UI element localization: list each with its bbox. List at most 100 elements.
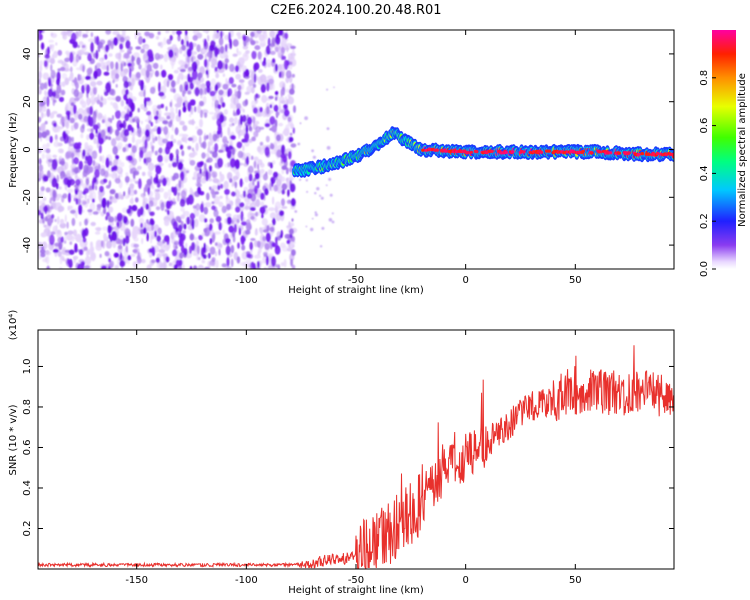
noise-speckle: [40, 186, 45, 192]
noise-speckle: [230, 135, 236, 140]
noise-speckle: [156, 253, 162, 259]
noise-speckle: [193, 265, 198, 269]
y-tick-label: 0.8: [22, 399, 33, 415]
noise-speckle: [225, 54, 229, 60]
noise-speckle: [164, 219, 170, 227]
x-tick-label: 0: [462, 275, 468, 286]
noise-speckle: [74, 243, 78, 253]
noise-speckle: [173, 172, 180, 180]
noise-speckle: [265, 255, 269, 266]
noise-speckle: [202, 254, 207, 259]
track-hotspot: [421, 148, 425, 152]
noise-speckle: [47, 46, 50, 55]
noise-speckle: [255, 93, 259, 99]
noise-speckle: [114, 104, 119, 112]
noise-speckle: [333, 86, 335, 89]
noise-speckle: [200, 142, 205, 148]
track-hotspot: [522, 150, 526, 154]
noise-speckle: [103, 71, 110, 76]
noise-speckle: [107, 96, 113, 101]
noise-speckle: [186, 48, 192, 58]
noise-speckle: [181, 182, 184, 188]
noise-speckle: [146, 232, 149, 242]
noise-speckle: [271, 242, 276, 248]
snr-x-label: Height of straight line (km): [288, 585, 424, 596]
noise-speckle: [125, 40, 131, 49]
noise-speckle: [257, 51, 262, 60]
noise-speckle: [115, 84, 118, 88]
noise-speckle: [119, 260, 126, 267]
noise-speckle: [141, 171, 146, 177]
noise-speckle: [79, 100, 83, 105]
noise-speckle: [285, 70, 292, 79]
noise-speckle: [174, 127, 179, 136]
noise-speckle: [73, 88, 80, 98]
colorbar-tick-label: 0.6: [699, 118, 710, 134]
noise-speckle: [157, 154, 163, 163]
noise-speckle: [267, 253, 274, 257]
noise-speckle: [38, 70, 42, 80]
noise-speckle: [107, 126, 111, 133]
noise-speckle: [276, 179, 282, 187]
noise-speckle: [123, 129, 130, 137]
noise-speckle: [218, 201, 224, 208]
noise-speckle: [201, 232, 205, 237]
noise-speckle: [89, 132, 95, 140]
noise-speckle: [75, 67, 83, 71]
noise-speckle: [270, 176, 276, 184]
noise-speckle: [217, 157, 223, 168]
noise-speckle: [297, 142, 301, 146]
x-tick-label: 0: [462, 575, 468, 586]
noise-speckle: [38, 90, 42, 95]
noise-speckle: [258, 68, 263, 73]
noise-speckle: [111, 174, 117, 179]
y-tick-label: 40: [22, 48, 33, 61]
noise-speckle: [167, 189, 172, 197]
noise-speckle: [191, 147, 194, 152]
noise-speckle: [111, 115, 115, 121]
noise-speckle: [221, 205, 227, 214]
noise-speckle: [214, 251, 218, 257]
noise-speckle: [273, 184, 278, 192]
noise-speckle: [195, 126, 199, 130]
noise-speckle: [149, 218, 154, 226]
noise-speckle: [64, 214, 67, 223]
noise-speckle: [280, 144, 286, 155]
noise-speckle: [191, 189, 194, 195]
noise-speckle: [179, 84, 183, 93]
noise-speckle: [282, 155, 288, 163]
noise-speckle: [151, 128, 158, 132]
noise-speckle: [265, 171, 268, 177]
noise-speckle: [230, 258, 234, 268]
noise-speckle: [143, 157, 147, 164]
noise-speckle: [54, 218, 57, 223]
noise-speckle: [189, 233, 195, 241]
noise-speckle: [152, 137, 156, 144]
x-tick-label: -150: [125, 575, 148, 586]
noise-speckle: [119, 69, 127, 78]
noise-speckle: [234, 65, 240, 73]
noise-speckle: [242, 231, 246, 236]
noise-speckle: [137, 208, 142, 218]
noise-speckle: [180, 39, 185, 46]
noise-speckle: [234, 116, 238, 125]
noise-speckle: [255, 32, 262, 38]
noise-speckle: [58, 250, 61, 257]
noise-speckle: [95, 35, 100, 46]
noise-speckle: [255, 228, 258, 232]
noise-speckle: [173, 240, 180, 246]
noise-speckle: [101, 57, 105, 61]
noise-speckle: [151, 145, 154, 153]
noise-speckle: [60, 66, 66, 72]
noise-speckle: [123, 191, 126, 197]
noise-speckle: [171, 186, 175, 193]
noise-speckle: [124, 113, 130, 122]
track-hotspot: [608, 151, 613, 155]
noise-speckle: [125, 172, 129, 177]
noise-speckle: [227, 162, 230, 168]
noise-speckle: [224, 63, 228, 70]
track-hotspot: [590, 151, 594, 155]
noise-speckle: [197, 257, 201, 261]
noise-speckle: [88, 185, 93, 191]
noise-speckle: [221, 263, 227, 268]
